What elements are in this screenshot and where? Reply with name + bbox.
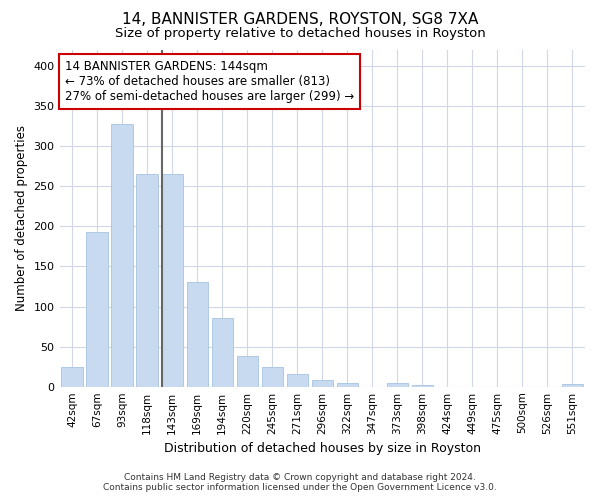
Bar (412, 385, 433, 386)
Bar (61, 368, 83, 386)
Bar (562, 384, 583, 386)
Bar (112, 124, 133, 386)
Bar (262, 366, 283, 386)
Bar (287, 374, 308, 386)
Bar (212, 318, 233, 386)
Bar (387, 382, 408, 386)
Bar (161, 174, 183, 386)
Bar (236, 356, 258, 386)
Bar (187, 282, 208, 387)
Text: 14, BANNISTER GARDENS, ROYSTON, SG8 7XA: 14, BANNISTER GARDENS, ROYSTON, SG8 7XA (122, 12, 478, 28)
Text: Size of property relative to detached houses in Royston: Size of property relative to detached ho… (115, 28, 485, 40)
Y-axis label: Number of detached properties: Number of detached properties (15, 126, 28, 312)
X-axis label: Distribution of detached houses by size in Royston: Distribution of detached houses by size … (164, 442, 481, 455)
Text: Contains HM Land Registry data © Crown copyright and database right 2024.
Contai: Contains HM Land Registry data © Crown c… (103, 473, 497, 492)
Bar (86, 232, 108, 386)
Bar (337, 384, 358, 386)
Bar (311, 380, 333, 386)
Text: 14 BANNISTER GARDENS: 144sqm
← 73% of detached houses are smaller (813)
27% of s: 14 BANNISTER GARDENS: 144sqm ← 73% of de… (65, 60, 354, 103)
Bar (136, 174, 158, 386)
